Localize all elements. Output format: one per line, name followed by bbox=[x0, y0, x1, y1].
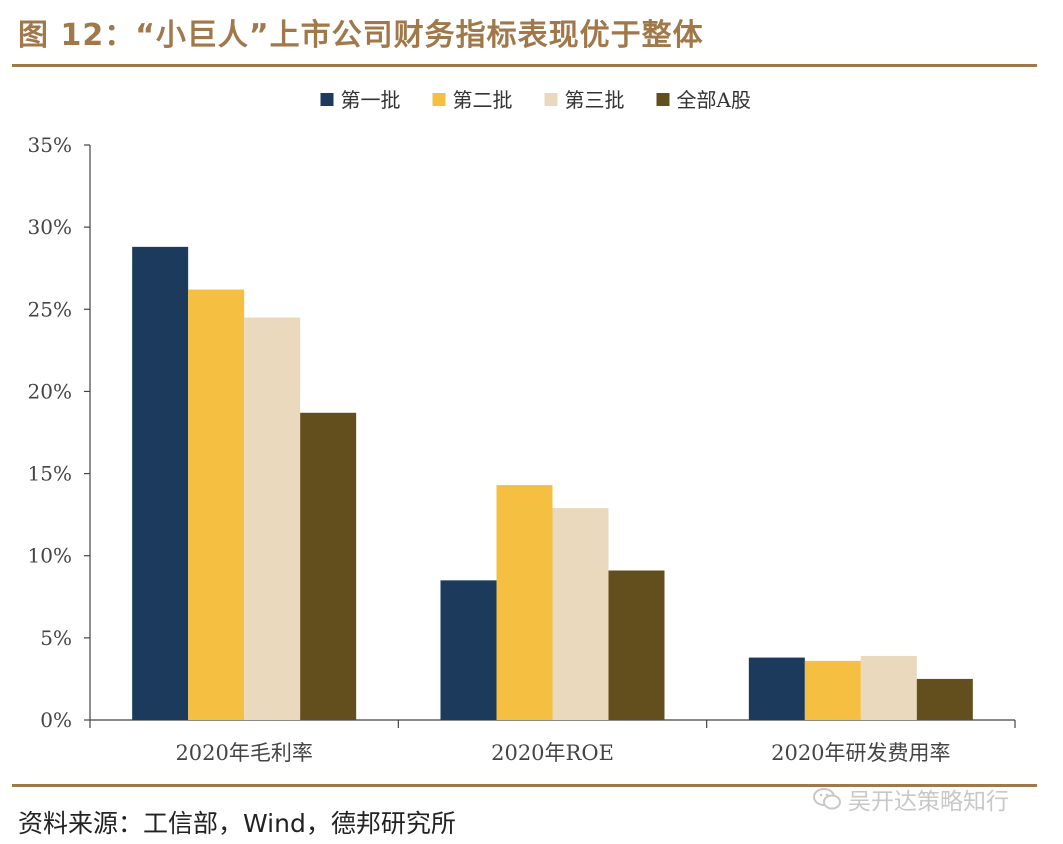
legend-label: 第二批 bbox=[453, 88, 513, 112]
bar bbox=[748, 657, 805, 720]
title-divider bbox=[12, 64, 1037, 67]
x-category-label: 2020年研发费用率 bbox=[771, 741, 950, 765]
y-tick-label: 10% bbox=[28, 544, 72, 568]
bar bbox=[552, 508, 609, 720]
bar-chart: 第一批 第二批 第三批 全部A股 0% 5% 10% 15% 20% 25% 30% 35% 2020… bbox=[28, 88, 1016, 765]
bar bbox=[440, 580, 497, 720]
bar bbox=[496, 485, 553, 720]
legend-swatch bbox=[432, 93, 446, 106]
x-category-label: 2020年ROE bbox=[491, 741, 614, 765]
watermark: 吴开达策略知行 bbox=[812, 782, 1009, 816]
y-tick-label: 20% bbox=[28, 379, 72, 403]
bar bbox=[132, 246, 189, 720]
legend-label: 第三批 bbox=[565, 88, 625, 112]
source-note: 资料来源：工信部，Wind，德邦研究所 bbox=[18, 809, 456, 838]
figure-title: 图 12：“小巨人”上市公司财务指标表现优于整体 bbox=[18, 18, 704, 53]
watermark-text: 吴开达策略知行 bbox=[848, 789, 1009, 815]
bars bbox=[132, 246, 973, 720]
bar bbox=[804, 660, 861, 720]
legend: 第一批 第二批 第三批 全部A股 bbox=[320, 88, 751, 112]
y-tick-label: 35% bbox=[28, 133, 72, 157]
bar bbox=[244, 317, 301, 720]
legend-label: 第一批 bbox=[341, 88, 401, 112]
bar bbox=[608, 570, 665, 720]
wechat-icon bbox=[813, 788, 841, 810]
legend-swatch bbox=[544, 93, 558, 106]
x-category-label: 2020年毛利率 bbox=[175, 741, 312, 765]
bar bbox=[916, 678, 973, 720]
y-tick-label: 5% bbox=[40, 626, 72, 650]
y-tick-label: 25% bbox=[28, 297, 72, 321]
bar bbox=[300, 412, 357, 720]
legend-swatch bbox=[320, 93, 334, 106]
bar bbox=[860, 655, 917, 720]
footer-divider bbox=[12, 784, 1037, 787]
legend-label: 全部A股 bbox=[677, 88, 751, 112]
bar bbox=[188, 289, 245, 720]
legend-swatch bbox=[656, 93, 670, 106]
y-tick-label: 30% bbox=[28, 215, 72, 239]
y-tick-label: 0% bbox=[40, 708, 72, 732]
y-tick-label: 15% bbox=[28, 462, 72, 486]
